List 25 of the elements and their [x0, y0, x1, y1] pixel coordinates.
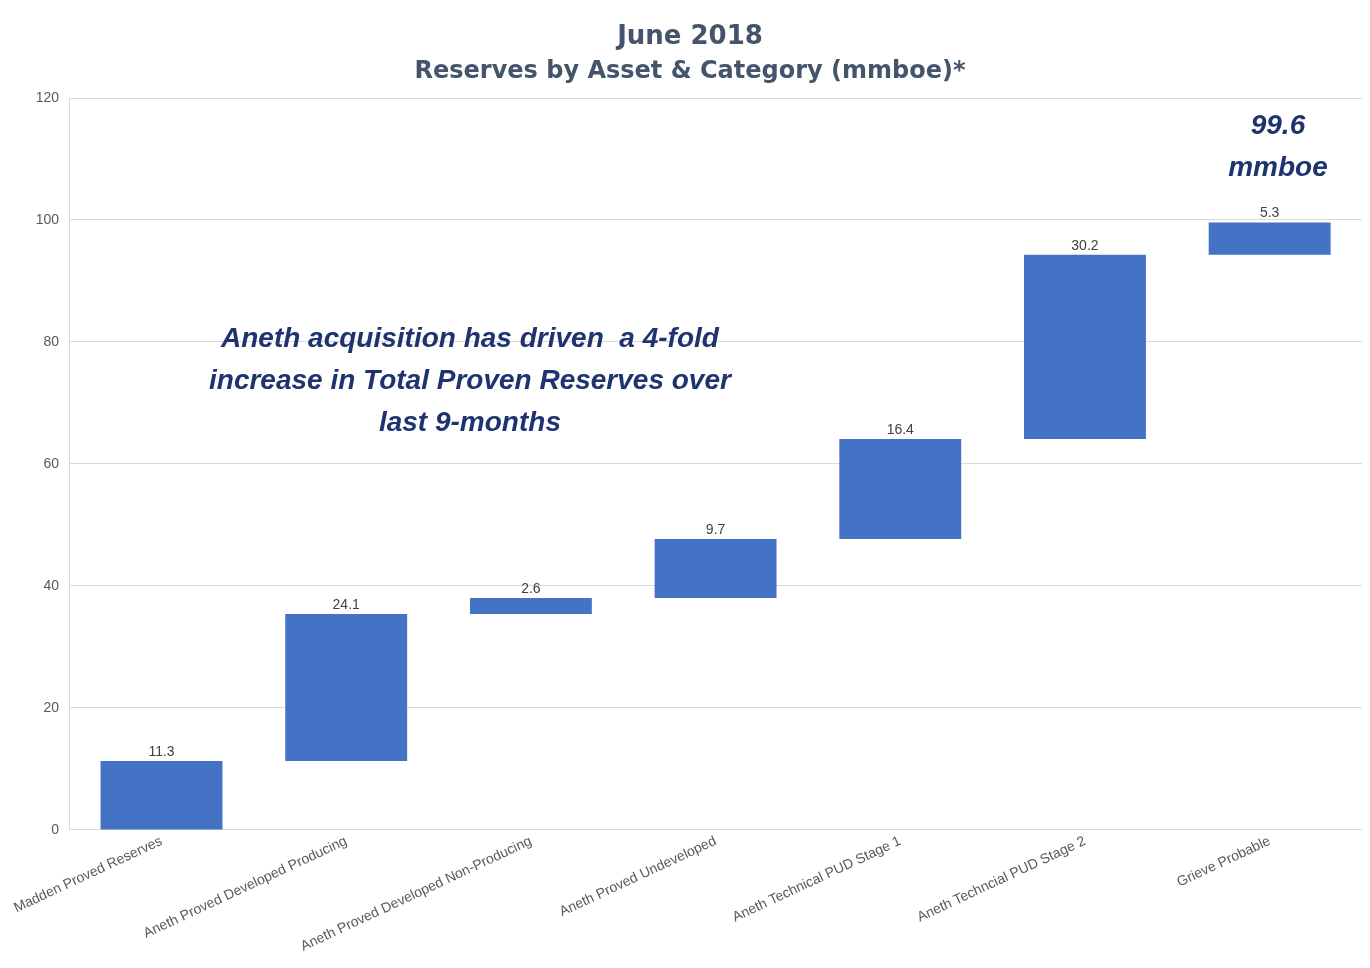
y-tick-label: 100	[35, 210, 60, 227]
chart-subtitle: Reserves by Asset & Category (mmboe)*	[414, 55, 966, 84]
bar	[654, 538, 777, 599]
annotation: 99.6 mmboe	[1228, 109, 1328, 183]
y-tick-label: 20	[43, 698, 60, 715]
y-tick-label: 0	[51, 820, 60, 837]
data-label: 5.3	[1259, 204, 1280, 221]
y-tick-label: 80	[43, 332, 60, 349]
data-label: 9.7	[705, 520, 726, 537]
bar	[839, 438, 962, 539]
data-label: 2.6	[521, 579, 541, 596]
y-tick-label: 40	[43, 576, 60, 593]
data-label: 30.2	[1071, 236, 1099, 253]
bar	[285, 613, 408, 761]
chart-title: June 2018	[615, 20, 763, 51]
bar	[1208, 222, 1331, 255]
bar	[100, 760, 223, 830]
data-label: 16.4	[886, 420, 915, 437]
bar	[469, 598, 592, 614]
annotation: Aneth acquisition has driven a 4-fold increase in Total Proven Reserves over last 9-months	[209, 321, 733, 437]
bar	[1024, 254, 1146, 439]
data-label: 11.3	[148, 742, 175, 759]
data-label: 24.1	[332, 595, 361, 612]
y-tick-label: 120	[35, 88, 60, 105]
y-tick-label: 60	[43, 454, 60, 471]
